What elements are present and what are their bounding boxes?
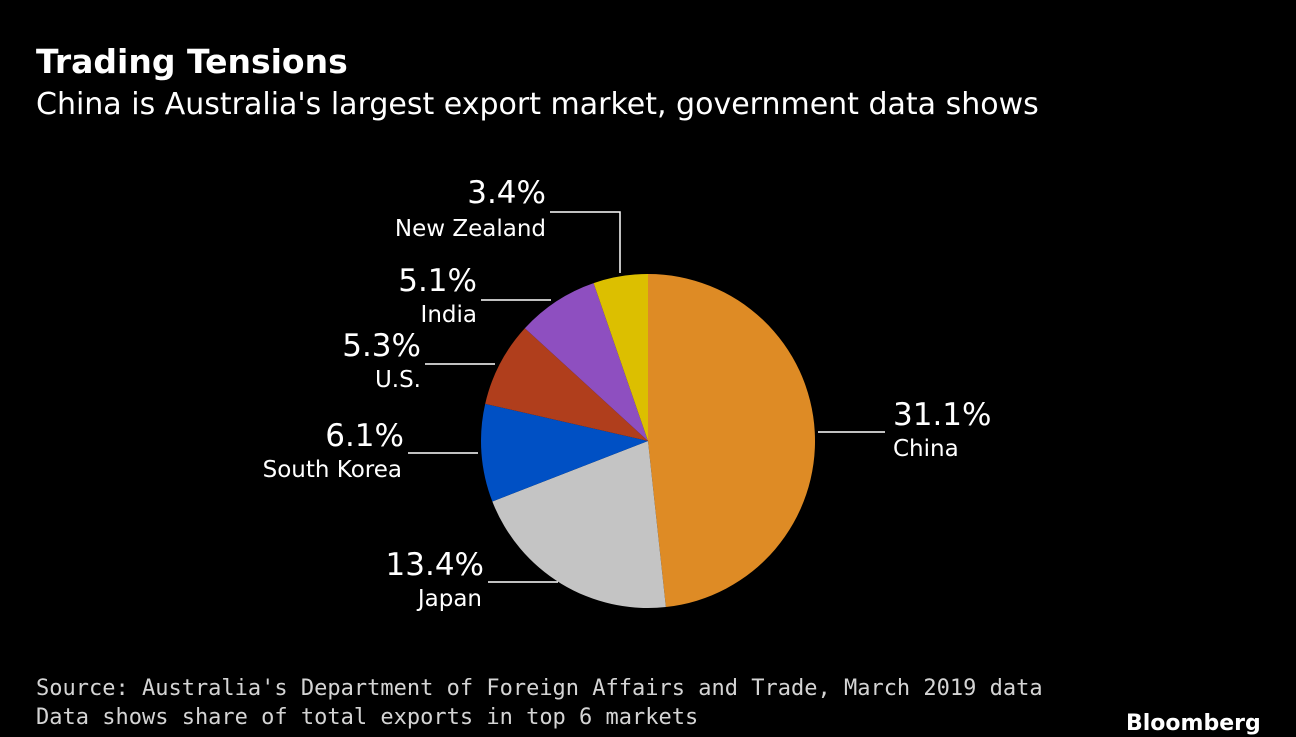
brand-logo: Bloomberg <box>1126 711 1261 736</box>
pie-slice-japan <box>492 441 666 609</box>
value-label-u-s: 5.3% <box>342 328 421 364</box>
value-label-south-korea: 6.1% <box>325 418 404 454</box>
chart-title: Trading Tensions <box>36 42 348 81</box>
source-note: Source: Australia's Department of Foreig… <box>36 676 1043 701</box>
category-label-new-zealand: New Zealand <box>395 216 546 242</box>
category-label-japan: Japan <box>416 586 482 612</box>
category-label-india: India <box>421 302 477 328</box>
value-label-china: 31.1% <box>893 397 991 433</box>
data-note: Data shows share of total exports in top… <box>36 705 699 730</box>
value-label-japan: 13.4% <box>386 547 484 583</box>
pie-slice-new-zealand <box>593 274 648 441</box>
category-label-china: China <box>893 436 959 462</box>
leader-line-new-zealand <box>550 211 621 273</box>
value-label-india: 5.1% <box>398 263 477 299</box>
pie-slice-china <box>648 273 816 608</box>
chart-subtitle: China is Australia's largest export mark… <box>36 87 1039 122</box>
pie-slice-india <box>524 283 648 441</box>
value-label-new-zealand: 3.4% <box>467 175 546 211</box>
category-label-south-korea: South Korea <box>263 457 402 483</box>
pie-slice-south-korea <box>481 403 648 502</box>
category-label-u-s: U.S. <box>375 367 421 393</box>
pie-slice-u-s <box>485 328 648 441</box>
